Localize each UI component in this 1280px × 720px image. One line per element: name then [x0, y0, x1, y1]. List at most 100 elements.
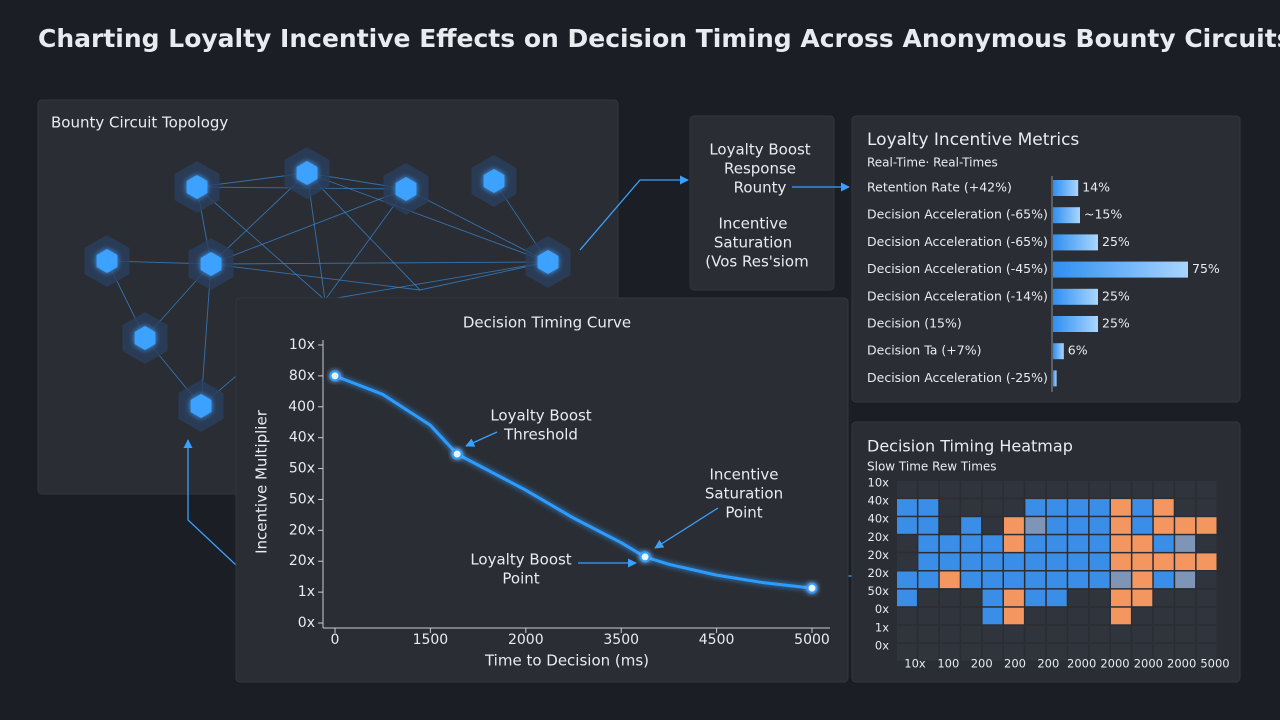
heatmap-cell: [1132, 499, 1153, 516]
callout-panel: Loyalty Boost Response Rounty Incentive …: [689, 115, 835, 291]
panel-title: Bounty Circuit Topology: [51, 114, 228, 132]
x-tick-label: 200: [1004, 657, 1026, 671]
heatmap-cell: [1004, 535, 1024, 552]
heatmap-cell: [1175, 625, 1196, 643]
topology-edge: [210, 188, 407, 265]
y-axis-title: Incentive Multiplier: [253, 409, 271, 554]
heatmap-cell: [918, 589, 939, 607]
topology-node: [134, 326, 156, 350]
x-tick-label: 2000: [1134, 657, 1163, 671]
heatmap-cell: [897, 607, 917, 625]
x-tick-label: 5000: [1200, 657, 1229, 671]
y-tick-label: 20x: [868, 566, 890, 580]
callout-text: Saturation: [714, 234, 792, 252]
y-tick-label: 40x: [868, 512, 890, 526]
category-label: Decision Acceleration (-14%): [867, 288, 1048, 303]
heatmap-cell: [918, 499, 939, 516]
annotation: Saturation: [705, 485, 783, 503]
heatmap-cell: [1111, 589, 1131, 607]
heatmap-cell: [939, 625, 960, 643]
heatmap-cell: [897, 625, 917, 643]
y-tick-label: 20x: [868, 530, 890, 544]
heatmap-cell: [1132, 481, 1153, 498]
heatmap-cell: [1046, 499, 1067, 516]
heatmap-cell: [1175, 517, 1196, 534]
heatmap-cell: [939, 643, 960, 661]
heatmap-cell: [1089, 589, 1110, 607]
y-tick-label: 50x: [289, 461, 315, 477]
x-tick-label: 2000: [1100, 657, 1129, 671]
topology-node: [483, 169, 505, 193]
heatmap-cell: [982, 517, 1003, 534]
heatmap-cell: [1089, 553, 1110, 570]
y-tick-label: 1x: [875, 620, 889, 634]
topology-node: [96, 249, 118, 273]
highlight-point: [806, 582, 818, 594]
heatmap-cell: [1089, 535, 1110, 552]
y-tick-label: 40x: [868, 494, 890, 508]
heatmap-cell: [1132, 517, 1153, 534]
heatmap-cell: [1111, 625, 1131, 643]
heatmap-cell: [1111, 607, 1131, 625]
y-tick-label: 20x: [289, 553, 315, 569]
heatmap-cell: [1004, 481, 1024, 498]
heatmap-cell: [1025, 553, 1046, 570]
heatmap-cell: [1089, 625, 1110, 643]
chart-title: Decision Timing Curve: [463, 314, 631, 332]
category-label: Decision Acceleration (-65%): [867, 207, 1048, 222]
arrow: [465, 431, 498, 447]
callout-text: (Vos Res'siom: [705, 253, 808, 271]
heatmap-cell: [1196, 589, 1217, 607]
topology-node: [190, 394, 212, 418]
heatmap-cell: [918, 643, 939, 661]
heatmap-cell: [1046, 625, 1067, 643]
heatmap-cell: [1153, 481, 1174, 498]
heatmap-cell: [1025, 625, 1046, 643]
bar: [1053, 180, 1079, 196]
heatmap-cell: [1025, 535, 1046, 552]
heatmap-cell: [1004, 571, 1024, 589]
callout-text: Incentive: [718, 215, 787, 233]
heatmap-cell: [1153, 607, 1174, 625]
y-tick-label: 10x: [868, 476, 890, 490]
chart-title: Loyalty Incentive Metrics: [867, 130, 1079, 150]
topology-edge: [210, 261, 549, 265]
x-tick-label: 4500: [699, 632, 735, 648]
heatmap-cell: [982, 607, 1003, 625]
heatmap-cell: [897, 517, 917, 534]
heatmap-cell: [1025, 499, 1046, 516]
heatmap-cell: [1068, 481, 1089, 498]
heatmap-cell: [1153, 625, 1174, 643]
heatmap-cell: [897, 553, 917, 570]
heatmap-cell: [1025, 589, 1046, 607]
heatmap-cell: [1153, 589, 1174, 607]
heatmap-cell: [1068, 625, 1089, 643]
heatmap-cell: [982, 481, 1003, 498]
topology-node: [395, 177, 417, 201]
curve: [334, 374, 813, 590]
x-tick-label: 200: [1037, 657, 1059, 671]
heatmap-cell: [1111, 535, 1131, 552]
heatmap-cell: [1025, 607, 1046, 625]
heatmap-cell: [1025, 481, 1046, 498]
heatmap-cell: [1004, 499, 1024, 516]
heatmap-cell: [1175, 589, 1196, 607]
bar: [1053, 343, 1064, 360]
topology-edge: [324, 188, 407, 301]
annotation: Point: [725, 504, 762, 522]
y-tick-label: 400: [288, 399, 315, 415]
x-tick-label: 1500: [413, 632, 449, 648]
heatmap-cell: [1153, 553, 1174, 570]
heatmap-cell: [1196, 535, 1217, 552]
heatmap-cell: [1068, 553, 1089, 570]
y-tick-label: 40x: [289, 430, 315, 446]
heatmap-cell: [1196, 607, 1217, 625]
y-tick-label: 0x: [875, 602, 889, 616]
y-tick-label: 0x: [875, 638, 889, 652]
heatmap-cell: [1068, 517, 1089, 534]
topology-edge: [210, 263, 421, 291]
y-tick-label: 80x: [289, 368, 315, 384]
heatmap-cell: [1175, 607, 1196, 625]
heatmap-cell: [961, 571, 982, 589]
